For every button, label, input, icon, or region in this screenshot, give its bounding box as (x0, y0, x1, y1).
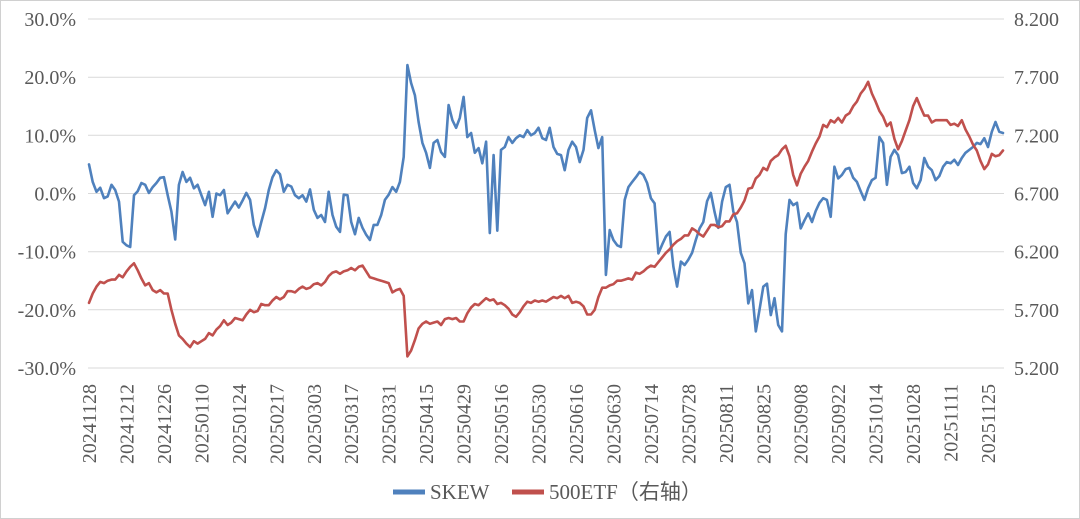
x-axis-label: 20250825 (753, 384, 775, 464)
x-axis-label: 20251125 (978, 384, 1000, 463)
x-axis-label: 20241212 (117, 384, 139, 464)
legend-skew-label: SKEW (430, 480, 490, 504)
right-axis-label: 7.700 (1014, 67, 1059, 89)
x-axis-label: 20250728 (678, 384, 700, 464)
right-axis-label: 7.200 (1014, 125, 1059, 147)
right-axis-label: 8.200 (1014, 9, 1059, 31)
x-axis-tick-labels: 20241128 20241212 20241226 20250110 20250124… (79, 384, 1000, 464)
left-axis-tick-labels: 30.0% 20.0% 10.0% 0.0% -10.0% -20.0% -30.0% (18, 9, 76, 380)
x-axis-label: 20250303 (304, 384, 326, 464)
x-axis-label: 20250630 (603, 384, 625, 464)
left-axis-label: 10.0% (24, 125, 76, 147)
x-axis-label: 20241226 (154, 384, 176, 464)
right-axis-label: 6.700 (1014, 184, 1059, 206)
x-axis-label: 20250217 (266, 384, 288, 464)
left-axis-label: 30.0% (24, 9, 76, 31)
x-axis-label: 20251028 (903, 384, 925, 464)
x-axis-label: 20251014 (866, 384, 888, 464)
x-axis-label: 20250124 (229, 384, 251, 464)
x-axis-label: 20250415 (416, 384, 438, 464)
x-axis-label: 20250110 (191, 384, 213, 463)
right-axis-tick-labels: 8.200 7.700 7.200 6.700 6.200 5.700 5.200 (1014, 9, 1059, 380)
x-axis-label: 20250714 (641, 384, 663, 464)
x-axis-label: 20250429 (454, 384, 476, 464)
left-axis-label: -10.0% (18, 242, 76, 264)
right-axis-label: 6.200 (1014, 242, 1059, 264)
x-axis-label: 20251111 (941, 384, 963, 462)
x-axis-label: 20250317 (341, 384, 363, 464)
etf-series-line (87, 80, 1005, 358)
left-axis-label: 0.0% (34, 184, 76, 206)
x-axis-label: 20250616 (566, 384, 588, 464)
x-axis-label: 20250908 (791, 384, 813, 464)
skew-series-line (87, 63, 1005, 333)
x-axis-label: 20250811 (716, 384, 738, 463)
left-axis-label: -30.0% (18, 358, 76, 380)
legend-etf-label: 500ETF（右轴） (549, 480, 702, 504)
right-axis-label: 5.200 (1014, 358, 1059, 380)
x-axis-label: 20250530 (529, 384, 551, 464)
series-lines (87, 63, 1005, 358)
x-axis-label: 20250331 (379, 384, 401, 464)
x-axis-label: 20250922 (828, 384, 850, 464)
x-axis-label: 20241128 (79, 384, 101, 463)
right-axis-label: 5.700 (1014, 300, 1059, 322)
legend: SKEW 500ETF（右轴） (393, 480, 702, 504)
x-axis-label: 20250516 (491, 384, 513, 464)
left-axis-label: 20.0% (24, 67, 76, 89)
gridlines (88, 18, 1004, 369)
left-axis-label: -20.0% (18, 300, 76, 322)
